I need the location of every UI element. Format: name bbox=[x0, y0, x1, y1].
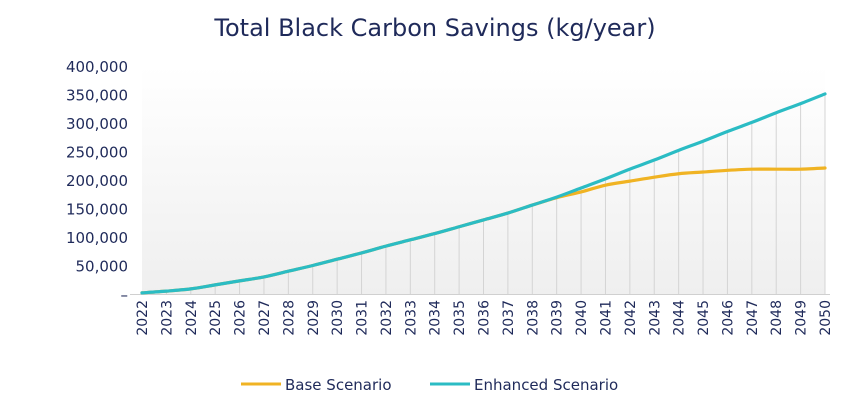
x-tick-label: 2037 bbox=[501, 300, 517, 336]
x-tick-label: 2048 bbox=[769, 300, 785, 336]
x-tick-label: 2050 bbox=[818, 300, 834, 336]
y-tick-label: 350,000 bbox=[66, 87, 128, 105]
y-tick-label: – bbox=[121, 286, 129, 304]
x-tick-label: 2023 bbox=[159, 300, 175, 336]
x-tick-label: 2031 bbox=[355, 300, 371, 336]
y-tick-label: 300,000 bbox=[66, 115, 128, 133]
y-tick-label: 200,000 bbox=[66, 172, 128, 190]
x-tick-label: 2039 bbox=[550, 300, 566, 336]
legend: Base Scenario Enhanced Scenario bbox=[241, 376, 618, 394]
x-tick-label: 2030 bbox=[330, 300, 346, 336]
x-tick-label: 2027 bbox=[257, 300, 273, 336]
chart-title: Total Black Carbon Savings (kg/year) bbox=[213, 14, 655, 42]
y-tick-label: 100,000 bbox=[66, 229, 128, 247]
x-tick-label: 2044 bbox=[672, 300, 688, 336]
x-tick-label: 2036 bbox=[477, 300, 493, 336]
x-tick-label: 2042 bbox=[623, 300, 639, 336]
x-tick-label: 2049 bbox=[794, 300, 810, 336]
x-tick-label: 2029 bbox=[306, 300, 322, 336]
x-tick-label: 2047 bbox=[745, 300, 761, 336]
x-tick-label: 2024 bbox=[184, 300, 200, 336]
y-tick-label: 400,000 bbox=[66, 58, 128, 76]
x-tick-label: 2022 bbox=[135, 300, 151, 336]
legend-label-base: Base Scenario bbox=[285, 376, 392, 394]
x-tick-label: 2025 bbox=[208, 300, 224, 336]
y-tick-label: 150,000 bbox=[66, 201, 128, 219]
x-tick-label: 2026 bbox=[233, 300, 249, 336]
x-tick-label: 2033 bbox=[403, 300, 419, 336]
x-tick-label: 2032 bbox=[379, 300, 395, 336]
x-tick-label: 2034 bbox=[428, 300, 444, 336]
x-tick-label: 2028 bbox=[281, 300, 297, 336]
x-tick-label: 2045 bbox=[696, 300, 712, 336]
x-tick-label: 2035 bbox=[452, 300, 468, 336]
y-tick-label: 250,000 bbox=[66, 144, 128, 162]
x-tick-label: 2041 bbox=[598, 300, 614, 336]
x-tick-label: 2038 bbox=[525, 300, 541, 336]
y-tick-label: 50,000 bbox=[76, 258, 129, 276]
legend-label-enhanced: Enhanced Scenario bbox=[474, 376, 618, 394]
x-tick-label: 2046 bbox=[720, 300, 736, 336]
x-tick-label: 2040 bbox=[574, 300, 590, 336]
x-tick-label: 2043 bbox=[647, 300, 663, 336]
